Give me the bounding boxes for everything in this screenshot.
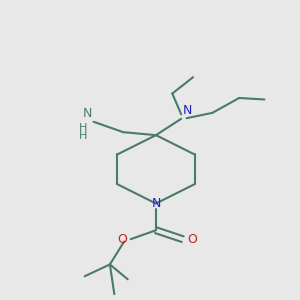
Text: N: N [83, 107, 92, 120]
Text: O: O [187, 233, 197, 246]
Text: N: N [183, 104, 192, 117]
Text: H: H [79, 131, 87, 141]
Text: O: O [117, 233, 127, 246]
Text: N: N [151, 197, 160, 210]
Text: H: H [79, 123, 87, 133]
